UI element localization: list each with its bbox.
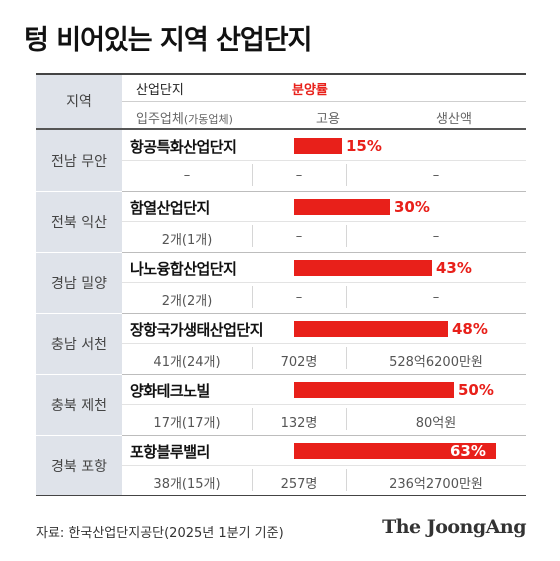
production-cell: – <box>432 229 440 244</box>
occupancy-bar <box>294 321 448 337</box>
region-cell: 전남 무안 <box>36 130 122 191</box>
row-divider <box>122 435 526 436</box>
occupancy-value: 15% <box>346 137 382 155</box>
row-divider <box>122 252 526 253</box>
complex-name: 포항블루밸리 <box>130 443 210 461</box>
production-cell: 80억원 <box>415 416 457 431</box>
column-divider <box>252 347 253 369</box>
region-cell: 충남 서천 <box>36 313 122 374</box>
occupancy-bar <box>294 443 496 459</box>
header-region-label: 지역 <box>66 94 92 110</box>
complex-name: 항공특화산업단지 <box>130 138 237 156</box>
production-cell: 236억2700만원 <box>389 477 483 492</box>
row-inner-divider <box>122 160 526 161</box>
employment-cell: – <box>295 168 303 183</box>
brand-logo: The JoongAng <box>382 516 526 538</box>
occupancy-bar <box>294 382 454 398</box>
header-production-label: 생산액 <box>436 112 472 127</box>
header-divider <box>122 101 526 102</box>
column-divider <box>346 347 347 369</box>
production-cell: – <box>432 290 440 305</box>
tenants-cell: – <box>183 168 191 183</box>
tenants-cell: 38개(15개) <box>153 477 221 492</box>
employment-cell: – <box>295 290 303 305</box>
column-divider <box>346 225 347 247</box>
table-header: 지역 산업단지 분양률 입주업체(가동업체) 고용 생산액 <box>36 75 526 128</box>
employment-cell: – <box>295 229 303 244</box>
production-cell: – <box>432 168 440 183</box>
region-label: 충남 서천 <box>51 336 107 353</box>
occupancy-value: 50% <box>458 381 494 399</box>
region-label: 전북 익산 <box>51 214 107 231</box>
column-divider <box>252 286 253 308</box>
row-inner-divider <box>122 404 526 405</box>
complex-name: 나노융합산업단지 <box>130 260 237 278</box>
occupancy-value: 48% <box>452 320 488 338</box>
row-divider <box>122 191 526 192</box>
occupancy-bar <box>294 260 432 276</box>
tenants-cell: 41개(24개) <box>153 355 221 370</box>
column-divider <box>252 164 253 186</box>
row-inner-divider <box>122 465 526 466</box>
header-tenants-label: 입주업체 <box>136 112 184 127</box>
region-cell: 전북 익산 <box>36 191 122 252</box>
occupancy-value: 30% <box>394 198 430 216</box>
region-label: 경남 밀양 <box>51 275 107 292</box>
bottom-rule <box>36 495 526 496</box>
occupancy-bar <box>294 199 390 215</box>
header-region-cell: 지역 <box>36 75 122 128</box>
occupancy-value: 63% <box>450 442 486 460</box>
region-label: 충북 제천 <box>51 397 107 414</box>
complex-name: 함열산업단지 <box>130 199 210 217</box>
top-rule <box>36 73 526 75</box>
employment-cell: 702명 <box>280 355 318 370</box>
header-rule <box>36 128 526 130</box>
column-divider <box>252 408 253 430</box>
header-complex-label: 산업단지 <box>136 83 184 98</box>
column-divider <box>346 408 347 430</box>
region-cell: 경북 포항 <box>36 435 122 496</box>
tenants-cell: 17개(17개) <box>153 416 221 431</box>
source-note: 자료: 한국산업단지공단(2025년 1분기 기준) <box>36 526 284 541</box>
occupancy-value: 43% <box>436 259 472 277</box>
row-divider <box>122 374 526 375</box>
column-divider <box>346 469 347 491</box>
employment-cell: 257명 <box>280 477 318 492</box>
row-divider <box>122 313 526 314</box>
region-label: 전남 무안 <box>51 153 107 170</box>
tenants-cell: 2개(2개) <box>161 294 213 309</box>
page-title: 텅 비어있는 지역 산업단지 <box>24 25 312 56</box>
row-inner-divider <box>122 343 526 344</box>
occupancy-bar <box>294 138 342 154</box>
header-employment-label: 고용 <box>316 112 340 127</box>
complex-name: 장항국가생태산업단지 <box>130 321 264 339</box>
production-cell: 528억6200만원 <box>389 355 483 370</box>
column-divider <box>252 469 253 491</box>
column-divider <box>346 164 347 186</box>
header-occupancy-label: 분양률 <box>292 83 328 98</box>
region-cell: 충북 제천 <box>36 374 122 435</box>
region-cell: 경남 밀양 <box>36 252 122 313</box>
column-divider <box>252 225 253 247</box>
complex-name: 양화테크노빌 <box>130 382 210 400</box>
column-divider <box>346 286 347 308</box>
header-tenants-sub: (가동업체) <box>183 113 233 126</box>
employment-cell: 132명 <box>280 416 318 431</box>
row-inner-divider <box>122 282 526 283</box>
row-inner-divider <box>122 221 526 222</box>
header-tenants: 입주업체(가동업체) <box>136 108 233 127</box>
tenants-cell: 2개(1개) <box>161 233 213 248</box>
region-label: 경북 포항 <box>51 458 107 475</box>
